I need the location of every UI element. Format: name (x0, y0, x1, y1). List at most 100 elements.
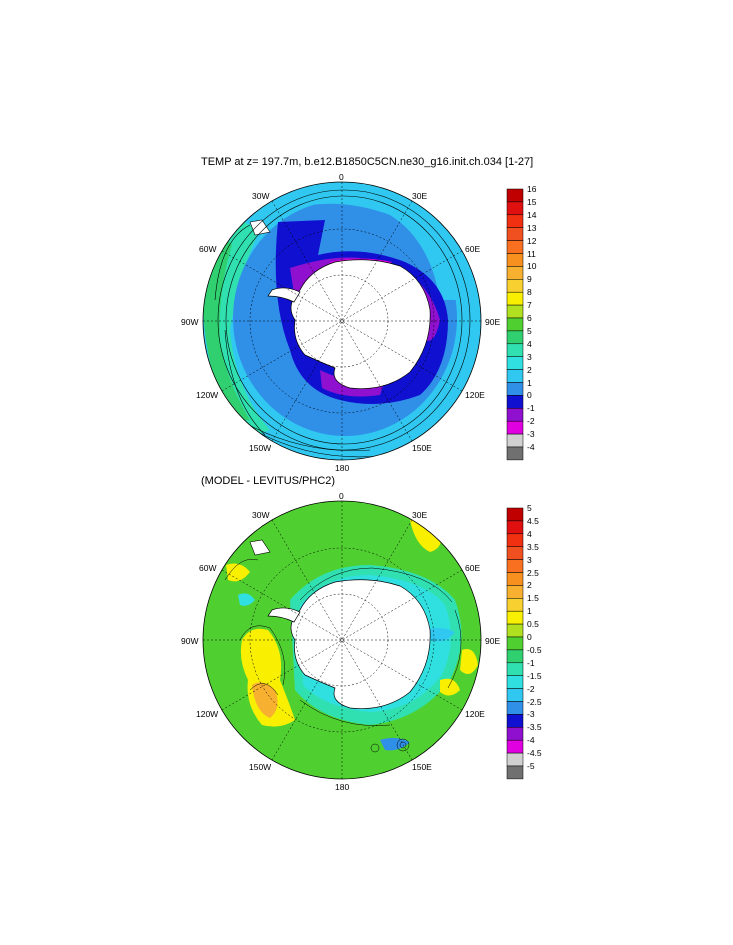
top-colorbar-label-20: -4 (527, 442, 535, 452)
top-lon-30w: 30W (252, 191, 270, 201)
top-lon-150w: 150W (249, 443, 272, 453)
bottom-colorbar-label-2: 4 (527, 528, 532, 539)
bottom-colorbar-label-17: -3.5 (527, 722, 542, 733)
bottom-lon-150e: 150E (412, 762, 432, 772)
top-colorbar-swatch-12 (506, 343, 524, 357)
top-lon-120e: 120E (465, 390, 485, 400)
bottom-colorbar-swatch-8 (506, 610, 524, 625)
top-colorbar-label-11: 5 (527, 325, 532, 336)
top-colorbar-label-16: 0 (527, 390, 532, 401)
bottom-colorbar-label-0: 5 (527, 503, 532, 513)
top-colorbar-swatch-6 (506, 266, 524, 280)
bottom-colorbar-label-9: 0.5 (527, 619, 539, 630)
top-panel-title: TEMP at z= 197.7m, b.e12.B1850C5CN.ne30_… (201, 156, 534, 168)
bottom-colorbar-swatch-14 (506, 688, 524, 702)
top-colorbar-label-8: 8 (527, 287, 532, 298)
bottom-colorbar-swatch-17 (506, 727, 524, 741)
top-colorbar-swatch-9 (506, 304, 524, 319)
top-colorbar-label-14: 2 (527, 364, 532, 375)
bottom-colorbar-label-18: -4 (527, 735, 535, 746)
bottom-colorbar-label-10: 0 (527, 632, 532, 642)
top-colorbar-swatch-16 (506, 395, 524, 409)
top-colorbar-swatch-5 (506, 253, 524, 267)
bottom-colorbar-label-13: -1.5 (527, 670, 542, 681)
top-colorbar-label-5: 11 (527, 248, 536, 259)
top-lon-30e: 30E (412, 191, 428, 201)
bottom-colorbar-label-12: -1 (527, 657, 535, 668)
top-colorbar-swatch-1 (506, 201, 524, 216)
top-colorbar-label-12: 4 (527, 338, 532, 349)
top-colorbar-swatch-10 (506, 317, 524, 332)
bottom-lon-120w: 120W (196, 709, 219, 719)
bottom-lon-30w: 30W (252, 510, 270, 520)
bottom-colorbar-swatch-6 (506, 585, 524, 599)
top-colorbar-label-2: 14 (527, 209, 537, 220)
top-colorbar-swatch-2 (506, 214, 524, 228)
top-colorbar-label-18: -2 (527, 416, 535, 427)
bottom-panel-title: (MODEL - LEVITUS/PHC2) (201, 475, 336, 487)
bottom-lon-90e: 90E (485, 636, 501, 646)
top-colorbar-label-3: 13 (527, 222, 537, 233)
top-lon-120w: 120W (196, 390, 219, 400)
bottom-colorbar-label-4: 3 (527, 554, 532, 565)
bottom-colorbar-label-5: 2.5 (527, 567, 539, 578)
top-colorbar-label-9: 7 (527, 300, 532, 311)
top-lon-180: 180 (335, 463, 350, 473)
bottom-colorbar-label-19: -4.5 (527, 748, 542, 759)
top-colorbar-swatch-14 (506, 369, 524, 383)
bottom-colorbar-swatch-9 (506, 623, 524, 638)
bottom-colorbar-swatch-19 (506, 752, 524, 767)
bottom-colorbar-label-14: -2 (527, 683, 535, 694)
top-colorbar-swatch-19 (506, 433, 524, 448)
bottom-lon-90w: 90W (181, 636, 199, 646)
bottom-colorbar-swatch-10 (506, 636, 524, 651)
top-colorbar-swatch-15 (506, 382, 524, 396)
bottom-colorbar-label-11: -0.5 (527, 644, 542, 655)
bottom-colorbar-label-1: 4.5 (527, 515, 539, 526)
bottom-lon-60w: 60W (199, 563, 217, 573)
bottom-lon-150w: 150W (249, 762, 272, 772)
bottom-colorbar-swatch-0 (506, 507, 524, 522)
bottom-colorbar-swatch-7 (506, 598, 524, 612)
top-colorbar-swatch-8 (506, 291, 524, 306)
top-colorbar-label-15: 1 (527, 377, 532, 388)
top-lon-90w: 90W (181, 317, 199, 327)
top-colorbar-swatch-20 (506, 446, 524, 461)
top-lon-0: 0 (339, 172, 344, 182)
bottom-colorbar-label-8: 1 (527, 606, 532, 617)
bottom-colorbar-label-20: -5 (527, 761, 535, 771)
bottom-colorbar-swatch-16 (506, 714, 524, 728)
bottom-colorbar-label-3: 3.5 (527, 541, 539, 552)
top-colorbar-swatch-3 (506, 227, 524, 241)
bottom-colorbar-swatch-1 (506, 520, 524, 535)
bottom-colorbar-swatch-12 (506, 662, 524, 676)
top-colorbar-swatch-0 (506, 188, 524, 203)
bottom-colorbar-swatch-13 (506, 675, 524, 689)
bottom-colorbar-label-16: -3 (527, 709, 535, 720)
top-colorbar-label-13: 3 (527, 351, 532, 362)
top-colorbar-label-17: -1 (527, 403, 535, 414)
bottom-colorbar (506, 507, 524, 780)
bottom-colorbar-swatch-15 (506, 701, 524, 715)
bottom-lon-60e: 60E (465, 563, 481, 573)
bottom-colorbar-swatch-3 (506, 546, 524, 560)
top-colorbar-label-7: 9 (527, 274, 532, 285)
top-colorbar-label-0: 16 (527, 184, 537, 194)
bottom-colorbar-swatch-5 (506, 572, 524, 586)
top-lon-90e: 90E (485, 317, 501, 327)
bottom-colorbar-swatch-18 (506, 739, 524, 754)
bottom-colorbar-label-7: 1.5 (527, 593, 539, 604)
top-colorbar-label-4: 12 (527, 235, 537, 246)
bottom-colorbar-label-15: -2.5 (527, 696, 542, 707)
top-colorbar-swatch-13 (506, 356, 524, 370)
top-lon-150e: 150E (412, 443, 432, 453)
top-colorbar-label-6: 10 (527, 261, 537, 272)
bottom-colorbar-swatch-11 (506, 649, 524, 664)
bottom-colorbar-swatch-20 (506, 765, 524, 780)
bottom-colorbar-swatch-4 (506, 559, 524, 573)
top-lon-60e: 60E (465, 244, 481, 254)
bottom-lon-30e: 30E (412, 510, 428, 520)
top-colorbar-label-10: 6 (527, 313, 532, 323)
top-colorbar-swatch-7 (506, 279, 524, 293)
top-map-field (203, 182, 481, 460)
